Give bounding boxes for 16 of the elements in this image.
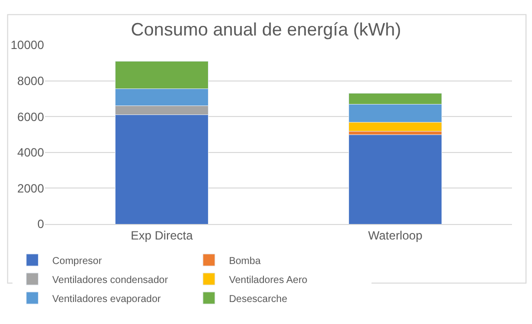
y-tick-label: 6000	[17, 110, 44, 124]
x-tick-label: Waterloop	[368, 228, 423, 242]
y-tick-label: 8000	[17, 74, 44, 88]
y-tick-label: 0	[37, 217, 44, 232]
x-tick-label: Exp Directa	[130, 228, 194, 242]
legend-label: Desescarche	[228, 294, 288, 305]
legend-label: Ventiladores evaporador	[52, 294, 162, 305]
y-tick-label: 2000	[17, 181, 44, 196]
legend-label: Ventiladores condensador	[52, 274, 169, 286]
chart-title: Consumo anual de energía (kWh)	[130, 19, 402, 40]
legend-label: Bomba	[228, 256, 262, 267]
legend-label: Compresor	[52, 256, 102, 267]
bar	[348, 134, 442, 224]
legend-label: Ventiladores Aero	[228, 274, 308, 286]
y-tick-label: 10000	[10, 38, 44, 52]
y-tick-label: 4000	[17, 146, 44, 160]
